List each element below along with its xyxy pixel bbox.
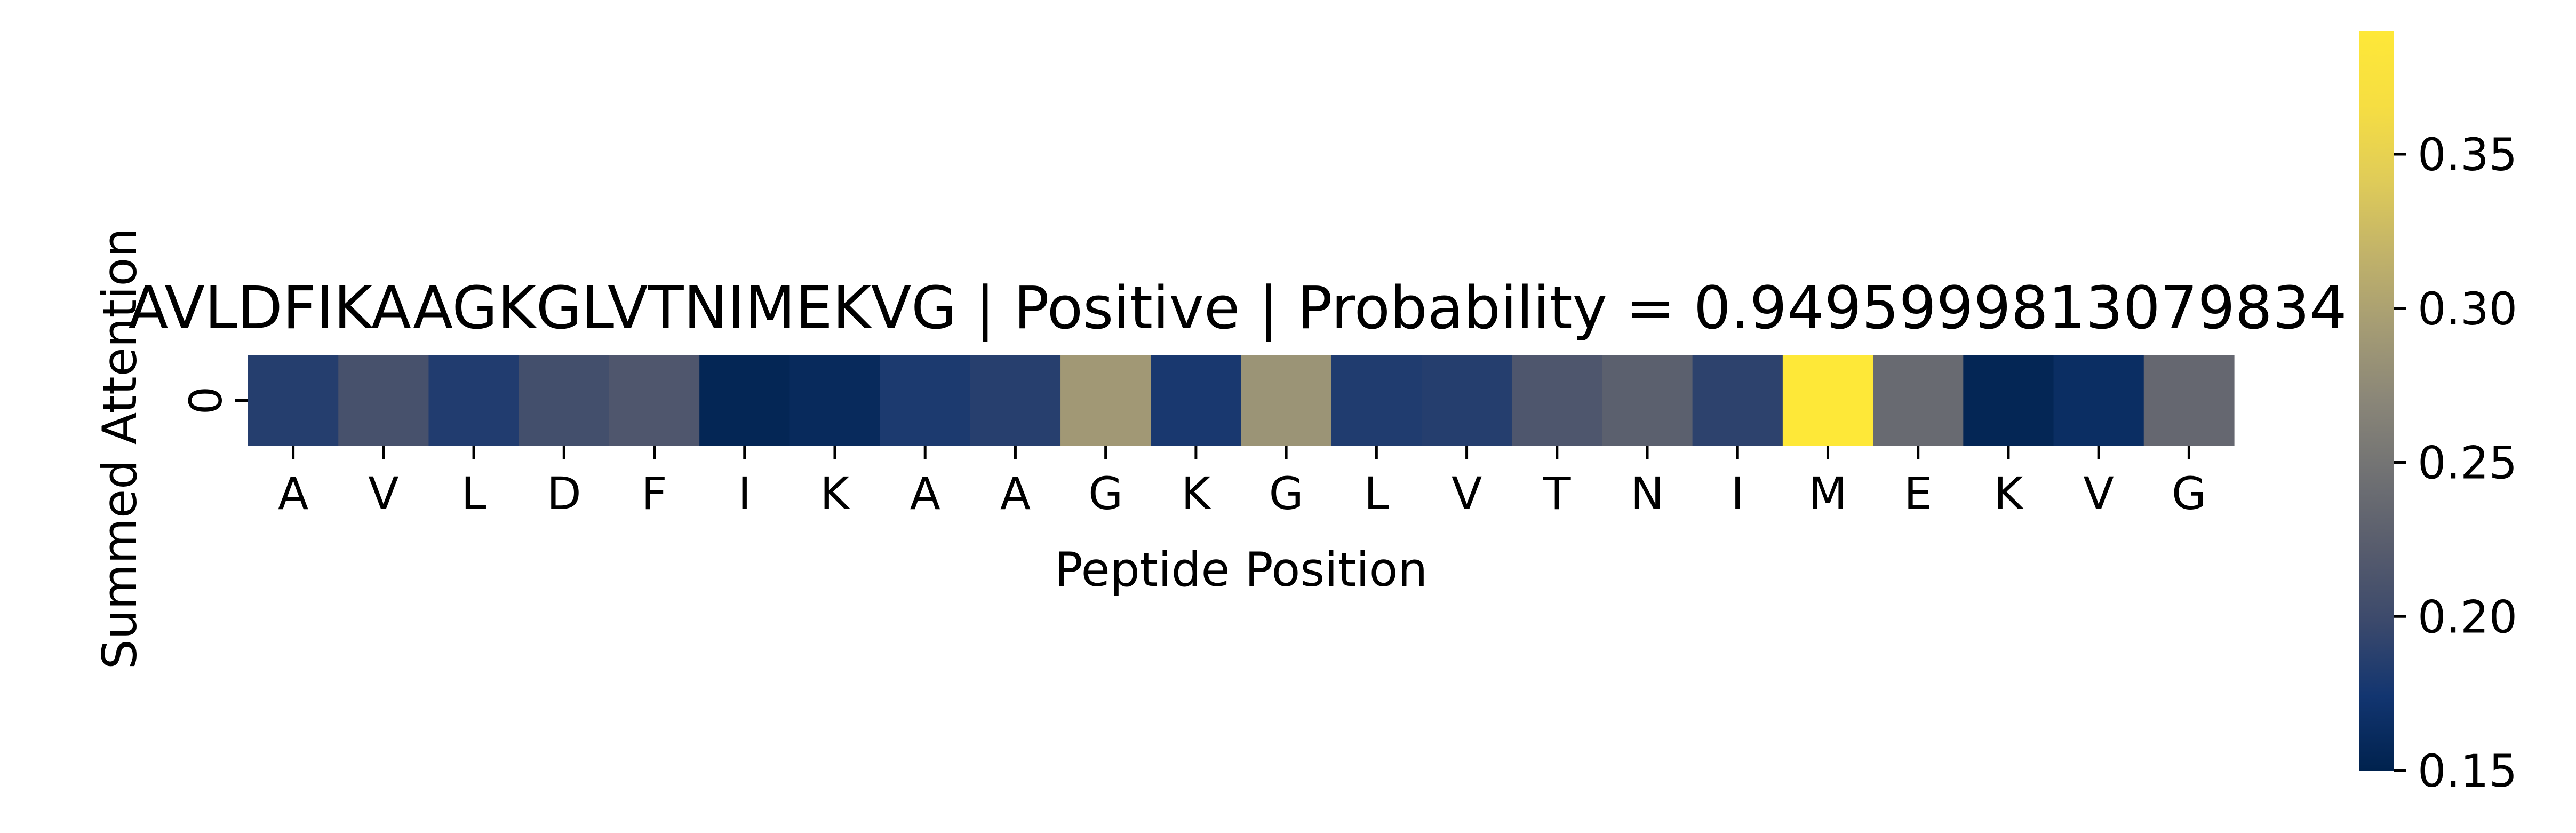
heatmap-cells [248, 355, 2235, 446]
x-tick-label: V [368, 467, 398, 520]
colorbar-gradient [2359, 31, 2394, 771]
x-tick-label: L [461, 467, 487, 520]
heatmap-cell [338, 355, 429, 446]
colorbar: 0.15 0.20 0.25 0.30 0.35 [2359, 31, 2517, 797]
heatmap-cell [609, 355, 700, 446]
x-tick-label: E [1904, 467, 1932, 520]
x-tick-label: M [1808, 467, 1847, 520]
x-tick-label: K [820, 467, 850, 520]
heatmap-cell [970, 355, 1061, 446]
colorbar-tick-label: 0.35 [2418, 129, 2517, 181]
chart-title: AVLDFIKAAGKGLVTNIMEKVG | Positive | Prob… [128, 274, 2347, 343]
heatmap-cell [1241, 355, 1332, 446]
heatmap-cell [248, 355, 339, 446]
x-tick-label: A [278, 467, 308, 520]
y-axis-label: Summed Attention [92, 228, 147, 669]
y-axis: 0 [180, 386, 248, 415]
y-tick-label: 0 [180, 386, 232, 415]
heatmap-cell [1602, 355, 1693, 446]
colorbar-tick-label: 0.30 [2418, 283, 2517, 335]
x-axis-label: Peptide Position [1055, 542, 1428, 597]
x-tick-label: I [738, 467, 751, 520]
x-tick-label: F [641, 467, 667, 520]
colorbar-tick-label: 0.15 [2418, 745, 2517, 797]
heatmap-cell [1963, 355, 2054, 446]
x-tick-label: D [547, 467, 581, 520]
heatmap-cell [1060, 355, 1151, 446]
x-tick-label: T [1543, 467, 1571, 520]
x-tick-label: I [1731, 467, 1744, 520]
heatmap-cell [789, 355, 881, 446]
x-tick-label: L [1364, 467, 1389, 520]
heatmap-cell [1331, 355, 1422, 446]
heatmap-cell [2143, 355, 2235, 446]
x-tick-label: V [1452, 467, 1482, 520]
x-tick-label: N [1631, 467, 1664, 520]
colorbar-tick-label: 0.20 [2418, 591, 2517, 643]
x-tick-label: G [1269, 467, 1304, 520]
x-tick-label: A [910, 467, 940, 520]
x-tick-label: G [2172, 467, 2206, 520]
heatmap-cell [699, 355, 790, 446]
heatmap-cell [880, 355, 971, 446]
x-tick-label: K [1993, 467, 2024, 520]
heatmap-cell [519, 355, 610, 446]
colorbar-tick-label: 0.25 [2418, 437, 2517, 489]
heatmap-cell [428, 355, 520, 446]
heatmap-cell [1692, 355, 1783, 446]
x-tick-label: V [2083, 467, 2114, 520]
x-tick-label: K [1181, 467, 1211, 520]
heatmap-cell [1873, 355, 1964, 446]
heatmap-cell [1151, 355, 1242, 446]
x-tick-label: A [1000, 467, 1031, 520]
heatmap-cell [1421, 355, 1512, 446]
heatmap-cell [1782, 355, 1873, 446]
heatmap-cell [2053, 355, 2144, 446]
heatmap-cell [1512, 355, 1603, 446]
x-tick-label: G [1088, 467, 1123, 520]
